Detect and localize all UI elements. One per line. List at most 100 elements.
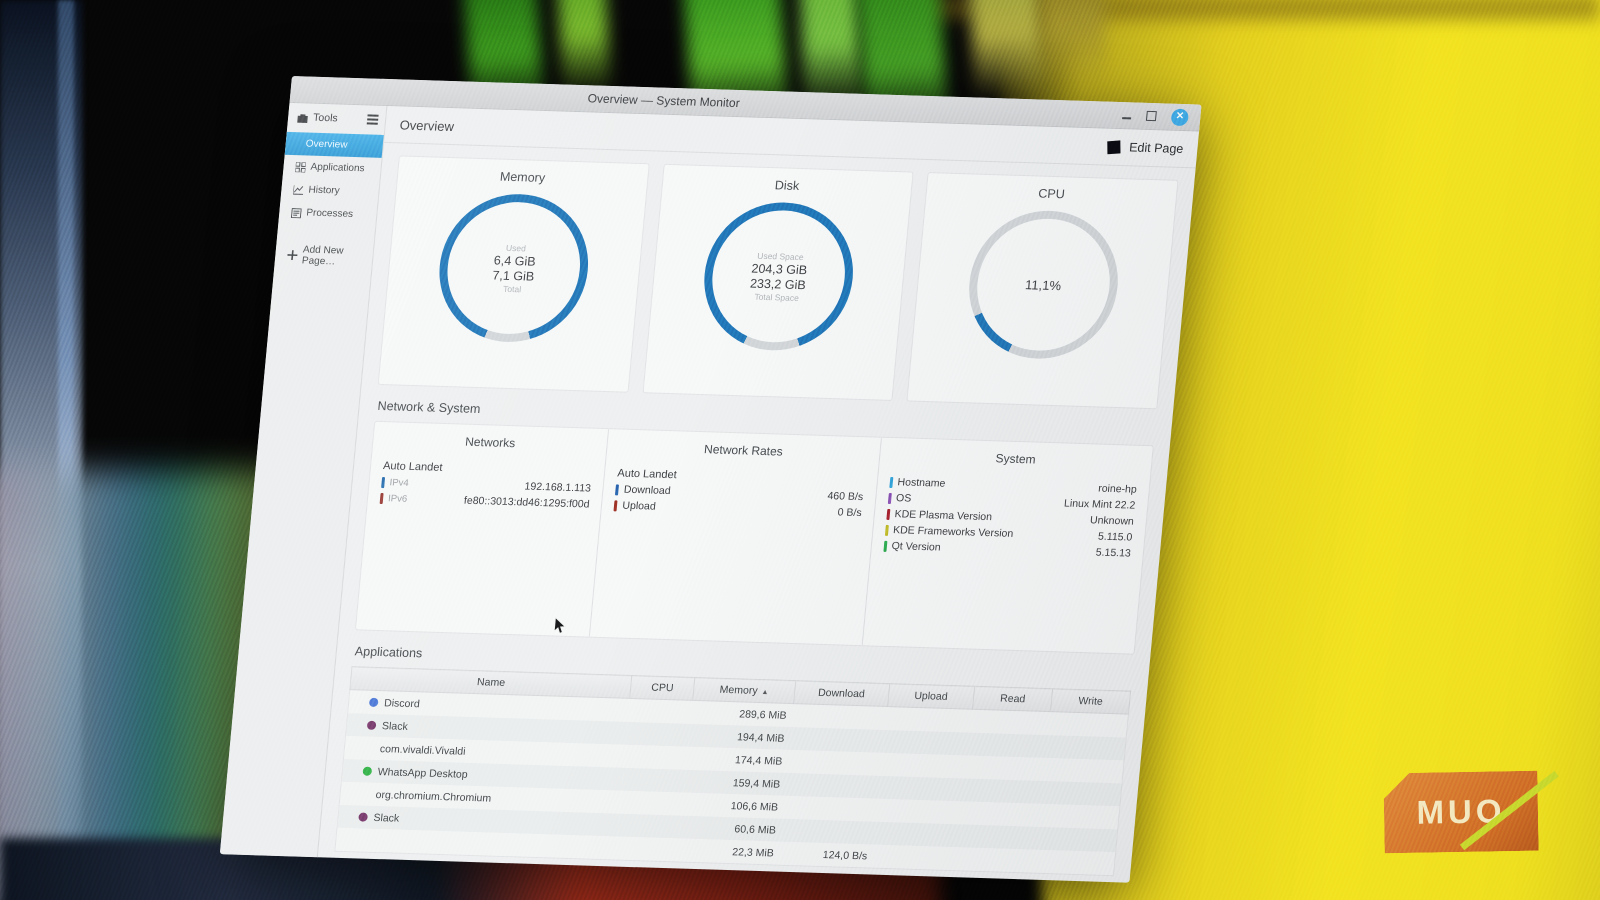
memory-gauge-values: Used 6,4 GiB 7,1 GiB Total xyxy=(433,192,595,344)
tools-menu-button[interactable]: Tools xyxy=(287,103,387,135)
app-write-cell xyxy=(1042,781,1122,806)
cpu-usage-value: 11,1% xyxy=(1024,276,1062,293)
edit-page-button[interactable]: Edit Page xyxy=(1107,139,1184,156)
app-upload-cell xyxy=(874,822,962,848)
os-color-bar xyxy=(887,492,892,504)
upload-row: Upload 0 B/s xyxy=(613,499,863,520)
app-write-cell xyxy=(1038,827,1118,852)
green-streak xyxy=(1040,0,1106,87)
app-memory-cell: 106,6 MiB xyxy=(730,799,779,814)
app-name: WhatsApp Desktop xyxy=(377,765,469,781)
sidebar-item-add-new-page[interactable]: Add New Page… xyxy=(274,238,374,275)
network-system-panel: Networks Auto Landet IPv4 192.168.1.113 … xyxy=(354,420,1154,655)
ipv6-label: IPv6 xyxy=(387,492,408,505)
green-streak xyxy=(968,0,1046,102)
app-cpu-cell xyxy=(626,722,690,747)
column-header-memory[interactable]: Memory ▲ xyxy=(692,677,796,704)
app-upload-cell xyxy=(879,776,967,802)
page-title: Overview xyxy=(399,116,455,134)
minimize-icon[interactable] xyxy=(1122,116,1132,119)
sidebar-item-label: Applications xyxy=(310,161,366,175)
qt-color-bar xyxy=(883,540,888,552)
sort-up-icon: ▲ xyxy=(761,689,769,697)
app-write-cell xyxy=(1046,735,1126,760)
column-header-download[interactable]: Download xyxy=(793,680,890,707)
page-content: Memory Used 6,4 GiB 7,1 GiB Total xyxy=(318,143,1196,883)
upload-color-bar xyxy=(613,499,618,511)
slack-app-icon xyxy=(366,720,377,730)
app-memory-cell: 194,4 MiB xyxy=(736,730,785,745)
app-read-cell xyxy=(964,779,1044,804)
app-memory-cell: 289,6 MiB xyxy=(738,707,788,722)
restore-icon[interactable] xyxy=(1145,110,1157,122)
app-name: Discord xyxy=(383,696,421,710)
ipv6-value: fe80::3013:dd46:1295:f00d xyxy=(463,494,591,511)
os-value: Linux Mint 22.2 xyxy=(1063,497,1136,512)
sidebar-item-history[interactable]: History xyxy=(280,178,379,204)
ipv4-label: IPv4 xyxy=(389,476,410,489)
app-upload-cell xyxy=(872,845,960,871)
app-cpu-cell xyxy=(615,837,679,862)
window-body: Tools Overview Applications xyxy=(219,102,1200,883)
column-header-upload[interactable]: Upload xyxy=(887,683,975,710)
app-write-cell xyxy=(1036,850,1116,876)
os-label: OS xyxy=(895,492,912,505)
app-write-cell xyxy=(1040,804,1120,829)
qt-version-label: Qt Version xyxy=(891,540,942,554)
column-header-write[interactable]: Write xyxy=(1050,688,1131,715)
app-cpu-cell xyxy=(617,814,681,839)
hamburger-menu-icon[interactable] xyxy=(366,114,379,125)
sidebar-item-applications[interactable]: Applications xyxy=(283,155,382,181)
sidebar: Tools Overview Applications xyxy=(219,102,388,858)
app-download-cell xyxy=(787,750,883,776)
applications-grid-icon xyxy=(295,161,307,172)
cpu-card-title: CPU xyxy=(1037,186,1066,202)
sidebar-item-overview[interactable]: Overview xyxy=(284,131,384,158)
app-upload-cell xyxy=(883,730,971,756)
cpu-card: CPU 11,1% xyxy=(906,172,1179,410)
sidebar-item-processes[interactable]: Processes xyxy=(278,201,377,227)
download-color-bar xyxy=(615,483,620,495)
upload-value: 0 B/s xyxy=(837,506,863,520)
column-header-cpu[interactable]: CPU xyxy=(630,675,695,701)
sidebar-item-label: History xyxy=(307,184,341,197)
app-download-cell xyxy=(789,727,885,753)
disk-gauge-values: Used Space 204,3 GiB 233,2 GiB Total Spa… xyxy=(698,200,860,352)
ipv4-color-bar xyxy=(381,476,386,488)
download-label: Download xyxy=(623,483,672,498)
slack-app-icon xyxy=(358,812,369,822)
app-memory-cell: 60,6 MiB xyxy=(733,822,777,837)
app-cpu-cell xyxy=(622,768,686,793)
memory-used-label: Used xyxy=(505,242,527,253)
history-chart-icon xyxy=(293,184,304,195)
app-memory-cell: 174,4 MiB xyxy=(734,753,783,768)
mouse-cursor xyxy=(552,616,567,640)
app-download-cell xyxy=(783,796,879,822)
hostname-label: Hostname xyxy=(897,476,946,490)
ipv6-row: IPv6 fe80::3013:dd46:1295:f00d xyxy=(379,492,591,511)
app-name: org.chromium.Chromium xyxy=(375,788,492,805)
disk-gauge: Used Space 204,3 GiB 233,2 GiB Total Spa… xyxy=(697,200,860,353)
upload-label: Upload xyxy=(621,499,657,513)
disk-card-title: Disk xyxy=(774,178,800,193)
network-rates-title: Network Rates xyxy=(703,442,784,459)
edit-page-icon xyxy=(1107,139,1121,154)
qt-version-row: Qt Version 5.15.13 xyxy=(883,540,1131,560)
discord-app-icon xyxy=(368,697,379,708)
qt-version-value: 5.15.13 xyxy=(1095,546,1132,560)
disk-card: Disk Used Space 204,3 GiB 233,2 GiB Tota… xyxy=(642,163,914,402)
networks-group-label: Auto Landet xyxy=(382,460,443,474)
frameworks-version-label: KDE Frameworks Version xyxy=(892,524,1014,540)
close-icon[interactable]: ✕ xyxy=(1170,108,1190,126)
sidebar-item-label: Processes xyxy=(305,207,354,220)
app-cpu-cell xyxy=(628,698,692,723)
processes-list-icon xyxy=(290,207,302,218)
app-write-cell xyxy=(1048,712,1128,738)
ipv4-value: 192.168.1.113 xyxy=(524,480,592,495)
app-read-cell xyxy=(968,733,1048,758)
hostname-value: roine-hp xyxy=(1097,482,1138,496)
column-header-read[interactable]: Read xyxy=(972,686,1053,712)
gauge-cards-row: Memory Used 6,4 GiB 7,1 GiB Total xyxy=(377,155,1179,410)
app-upload-cell xyxy=(881,753,969,779)
cpu-gauge: 11,1% xyxy=(962,208,1124,361)
